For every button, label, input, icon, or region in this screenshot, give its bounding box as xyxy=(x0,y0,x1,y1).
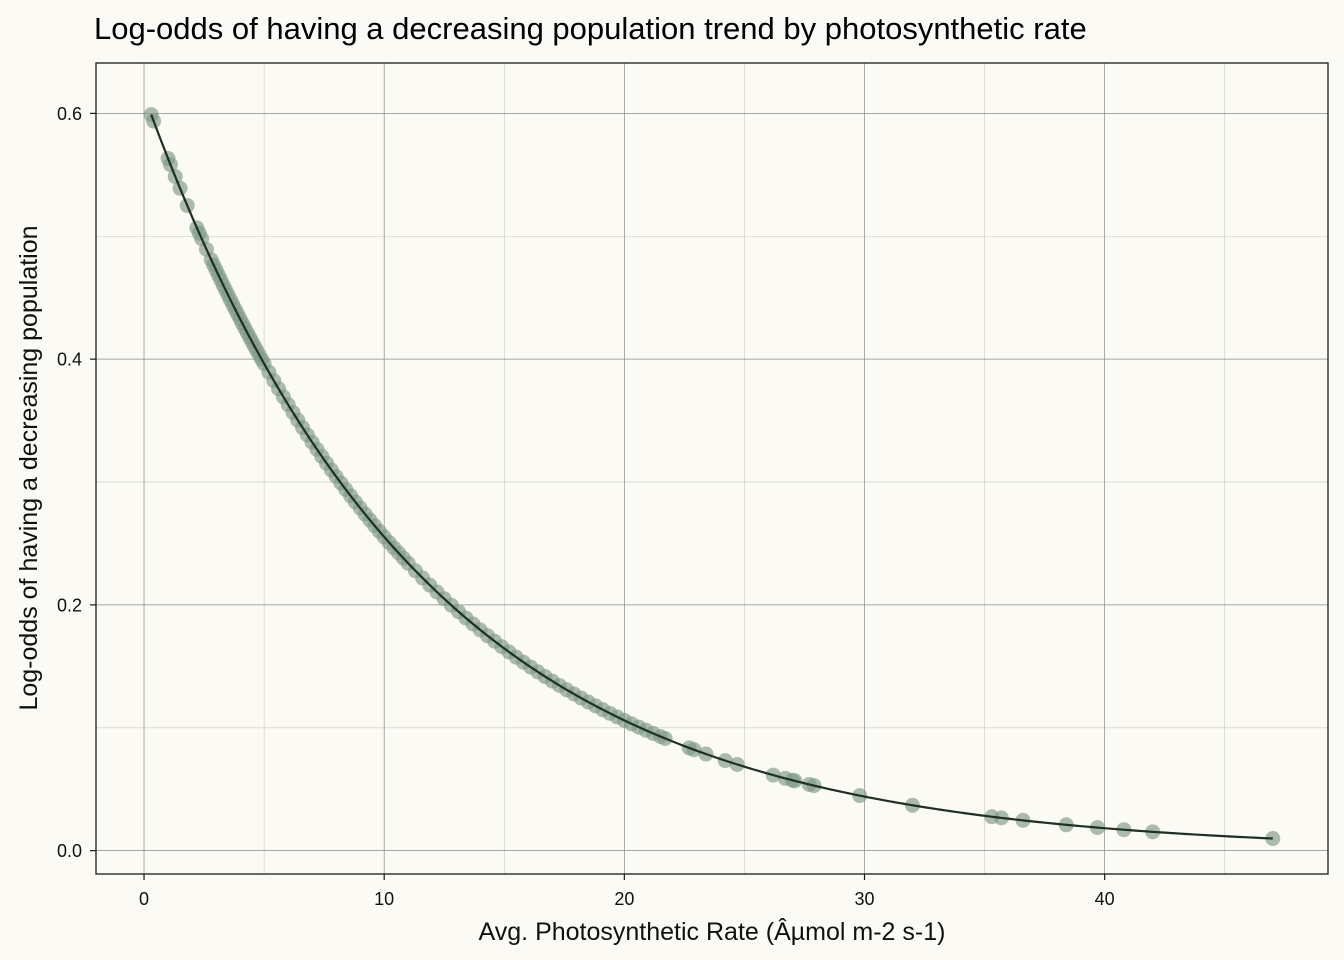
x-tick-label: 10 xyxy=(374,889,394,909)
y-tick-label: 0.6 xyxy=(57,104,82,124)
x-tick-label: 40 xyxy=(1095,889,1115,909)
x-tick-label: 30 xyxy=(854,889,874,909)
y-axis-ticks: 0.0 0.2 0.4 0.6 xyxy=(57,104,96,861)
x-tick-label: 20 xyxy=(614,889,634,909)
fitted-curve xyxy=(150,114,1273,840)
y-tick-label: 0.2 xyxy=(57,595,82,615)
plot-frame xyxy=(95,62,1329,875)
chart-title: Log-odds of having a decreasing populati… xyxy=(94,11,1087,46)
y-tick-label: 0.4 xyxy=(57,350,82,370)
x-tick-label: 0 xyxy=(139,889,149,909)
data-points xyxy=(143,107,1281,847)
x-axis-title: Avg. Photosynthetic Rate (Âµmol m-2 s-1) xyxy=(479,917,946,946)
grid xyxy=(96,63,1328,874)
x-axis-ticks: 0 10 20 30 40 xyxy=(139,874,1115,909)
y-tick-label: 0.0 xyxy=(57,841,82,861)
data-point xyxy=(1265,831,1281,847)
y-axis-title: Log-odds of having a decreasing populati… xyxy=(15,225,43,710)
